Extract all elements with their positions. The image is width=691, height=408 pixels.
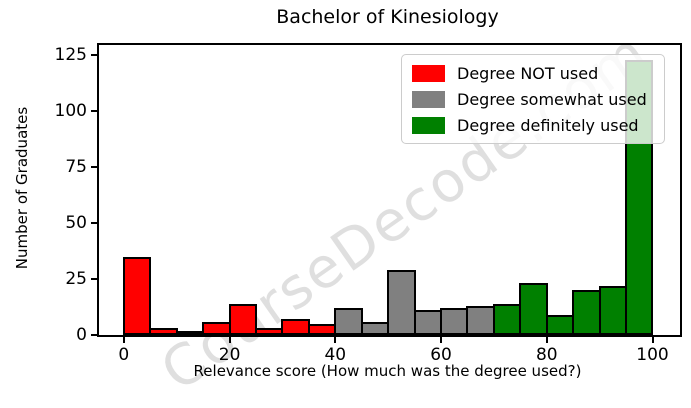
histogram-bar <box>519 283 548 335</box>
y-axis-label: Number of Graduates <box>13 106 31 270</box>
chart-title: Bachelor of Kinesiology <box>276 6 499 28</box>
x-axis-tick <box>228 337 231 343</box>
x-axis-tick-label: 80 <box>535 345 558 365</box>
legend-item: Degree somewhat used <box>412 86 654 112</box>
histogram-bar <box>492 304 522 335</box>
histogram-bar <box>175 331 205 335</box>
plot-area <box>97 43 682 337</box>
x-axis-tick-label: 40 <box>324 345 347 365</box>
histogram-bar <box>334 308 363 335</box>
x-axis-tick <box>440 337 443 343</box>
legend-label: Degree somewhat used <box>457 89 647 109</box>
histogram-bar <box>307 324 337 335</box>
histogram-bar <box>281 319 310 335</box>
legend-item: Degree definitely used <box>412 112 654 138</box>
histogram-bar <box>572 290 601 335</box>
legend-label: Degree NOT used <box>457 63 599 83</box>
legend-label: Degree definitely used <box>457 115 639 135</box>
y-axis-tick <box>91 278 97 280</box>
y-axis-tick <box>91 110 97 113</box>
histogram-bar <box>466 306 495 335</box>
y-axis-tick <box>91 334 97 336</box>
legend-item: Degree NOT used <box>412 60 654 86</box>
histogram-bar <box>598 286 628 335</box>
y-axis-tick-label: 50 <box>65 213 87 234</box>
x-axis-tick-label: 100 <box>636 345 669 365</box>
legend-swatch <box>412 64 445 82</box>
x-axis-label: Relevance score (How much was the degree… <box>193 362 582 380</box>
x-axis-tick <box>545 337 548 343</box>
y-axis-tick <box>91 54 97 57</box>
histogram-bar <box>228 304 257 335</box>
y-axis-tick-label: 25 <box>65 269 87 289</box>
histogram-bar <box>545 315 575 335</box>
x-axis-tick-label: 60 <box>430 345 452 365</box>
histogram-bar <box>413 310 443 335</box>
y-axis-tick-label: 0 <box>76 325 87 345</box>
y-axis-tick-label: 100 <box>54 101 87 122</box>
y-axis-tick <box>91 166 97 169</box>
histogram-bar <box>149 328 178 335</box>
x-axis-tick-label: 20 <box>218 345 241 365</box>
y-axis-tick-label: 75 <box>65 157 87 178</box>
x-axis-tick <box>122 337 125 343</box>
legend-swatch <box>412 116 445 134</box>
y-axis-tick <box>91 222 97 225</box>
histogram-bar <box>255 328 284 335</box>
x-axis-tick-label: 0 <box>118 345 130 365</box>
x-axis-tick <box>651 337 654 343</box>
histogram-bar <box>387 270 416 335</box>
legend: Degree NOT used Degree somewhat used Degre… <box>401 54 665 144</box>
x-axis-tick <box>334 337 337 343</box>
histogram-bar <box>360 322 390 335</box>
y-axis-tick-label: 125 <box>54 45 87 66</box>
histogram-bar <box>122 257 152 335</box>
histogram-bar <box>440 308 469 335</box>
histogram-bar <box>202 322 231 335</box>
legend-swatch <box>412 90 445 108</box>
